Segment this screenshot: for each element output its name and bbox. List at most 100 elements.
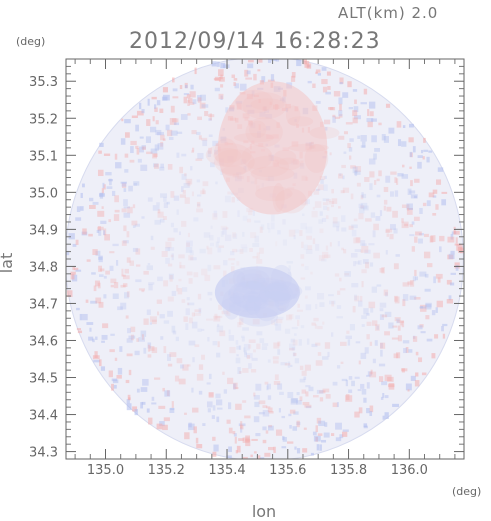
speckle-mark — [339, 77, 344, 84]
speckle-mark — [126, 231, 130, 238]
speckle-mark — [179, 265, 186, 269]
speckle-mark — [304, 295, 308, 299]
speckle-mark — [427, 263, 433, 268]
speckle-mark — [160, 193, 168, 198]
speckle-mark — [196, 131, 201, 135]
speckle-mark — [233, 383, 236, 390]
speckle-mark — [196, 179, 201, 183]
speckle-mark — [322, 86, 328, 93]
speckle-mark — [233, 433, 237, 437]
speckle-mark — [187, 302, 195, 306]
speckle-mark — [288, 413, 292, 417]
speckle-mark — [252, 319, 260, 325]
speckle-mark — [218, 304, 222, 310]
speckle-mark — [439, 246, 442, 253]
speckle-mark — [147, 342, 152, 349]
speckle-mark — [129, 159, 135, 163]
speckle-mark — [340, 341, 347, 346]
speckle-mark — [308, 386, 314, 392]
speckle-mark — [430, 235, 436, 242]
speckle-mark — [299, 230, 303, 237]
speckle-mark — [372, 230, 376, 238]
speckle-mark — [204, 111, 209, 117]
speckle-mark — [350, 253, 358, 258]
speckle-mark — [385, 175, 391, 183]
speckle-mark — [75, 269, 82, 272]
speckle-mark — [98, 255, 103, 263]
speckle-mark — [140, 402, 144, 409]
speckle-mark — [402, 294, 409, 301]
speckle-mark — [113, 214, 120, 221]
speckle-mark — [336, 402, 339, 408]
speckle-mark — [284, 363, 291, 366]
speckle-mark — [315, 69, 321, 73]
speckle-mark — [402, 125, 406, 128]
speckle-mark — [261, 346, 268, 350]
speckle-mark — [150, 235, 154, 241]
speckle-mark — [173, 122, 180, 126]
speckle-mark — [123, 199, 128, 206]
speckle-mark — [181, 186, 184, 193]
speckle-mark — [359, 295, 363, 302]
positive-region-detail — [255, 186, 293, 202]
speckle-mark — [121, 208, 127, 213]
speckle-mark — [348, 107, 354, 110]
speckle-mark — [367, 121, 373, 128]
speckle-mark — [184, 432, 190, 440]
speckle-mark — [143, 347, 147, 354]
positive-region-detail — [222, 165, 247, 177]
speckle-mark — [409, 166, 412, 169]
speckle-mark — [103, 230, 106, 236]
speckle-mark — [232, 248, 238, 253]
speckle-mark — [409, 234, 415, 237]
speckle-mark — [370, 212, 376, 218]
speckle-mark — [441, 199, 447, 206]
tick-layer: 135.0 135.2 135.4 135.6 135.8 136.0 34.3 34.4 34… — [29, 59, 464, 478]
speckle-mark — [235, 357, 241, 364]
positive-region-detail — [205, 142, 252, 167]
speckle-mark — [222, 211, 228, 218]
speckle-mark — [228, 446, 232, 453]
speckle-mark — [327, 86, 331, 90]
speckle-mark — [185, 84, 188, 89]
speckle-mark — [248, 211, 253, 216]
speckle-mark — [317, 292, 325, 300]
speckle-mark — [277, 383, 283, 390]
speckle-mark — [338, 114, 343, 118]
plot-area — [66, 59, 464, 459]
speckle-mark — [266, 385, 269, 391]
speckle-mark — [232, 430, 236, 435]
speckle-mark — [135, 279, 142, 283]
speckle-mark — [103, 228, 107, 236]
speckle-mark — [370, 307, 374, 313]
speckle-mark — [236, 261, 240, 266]
speckle-mark — [365, 218, 372, 222]
speckle-mark — [341, 227, 347, 232]
speckle-mark — [182, 190, 186, 194]
speckle-mark — [376, 178, 380, 182]
speckle-mark — [192, 99, 197, 105]
speckle-mark — [289, 409, 296, 414]
speckle-mark — [409, 295, 417, 300]
speckle-mark — [181, 299, 186, 303]
speckle-mark — [310, 452, 314, 456]
speckle-mark — [346, 330, 350, 334]
speckle-mark — [167, 296, 174, 302]
speckle-mark — [97, 169, 104, 177]
speckle-mark — [179, 261, 182, 269]
speckle-mark — [121, 118, 124, 122]
speckle-mark — [242, 231, 245, 237]
speckle-mark — [459, 247, 464, 254]
speckle-mark — [188, 255, 194, 261]
speckle-mark — [226, 419, 231, 424]
speckle-mark — [174, 375, 180, 382]
speckle-mark — [353, 261, 356, 267]
speckle-mark — [422, 156, 425, 160]
speckle-mark — [136, 338, 139, 342]
positive-region-detail — [235, 89, 274, 114]
speckle-mark — [275, 59, 280, 62]
speckle-mark — [129, 260, 135, 266]
speckle-mark — [271, 59, 277, 61]
speckle-mark — [359, 207, 365, 214]
speckle-mark — [287, 441, 294, 444]
